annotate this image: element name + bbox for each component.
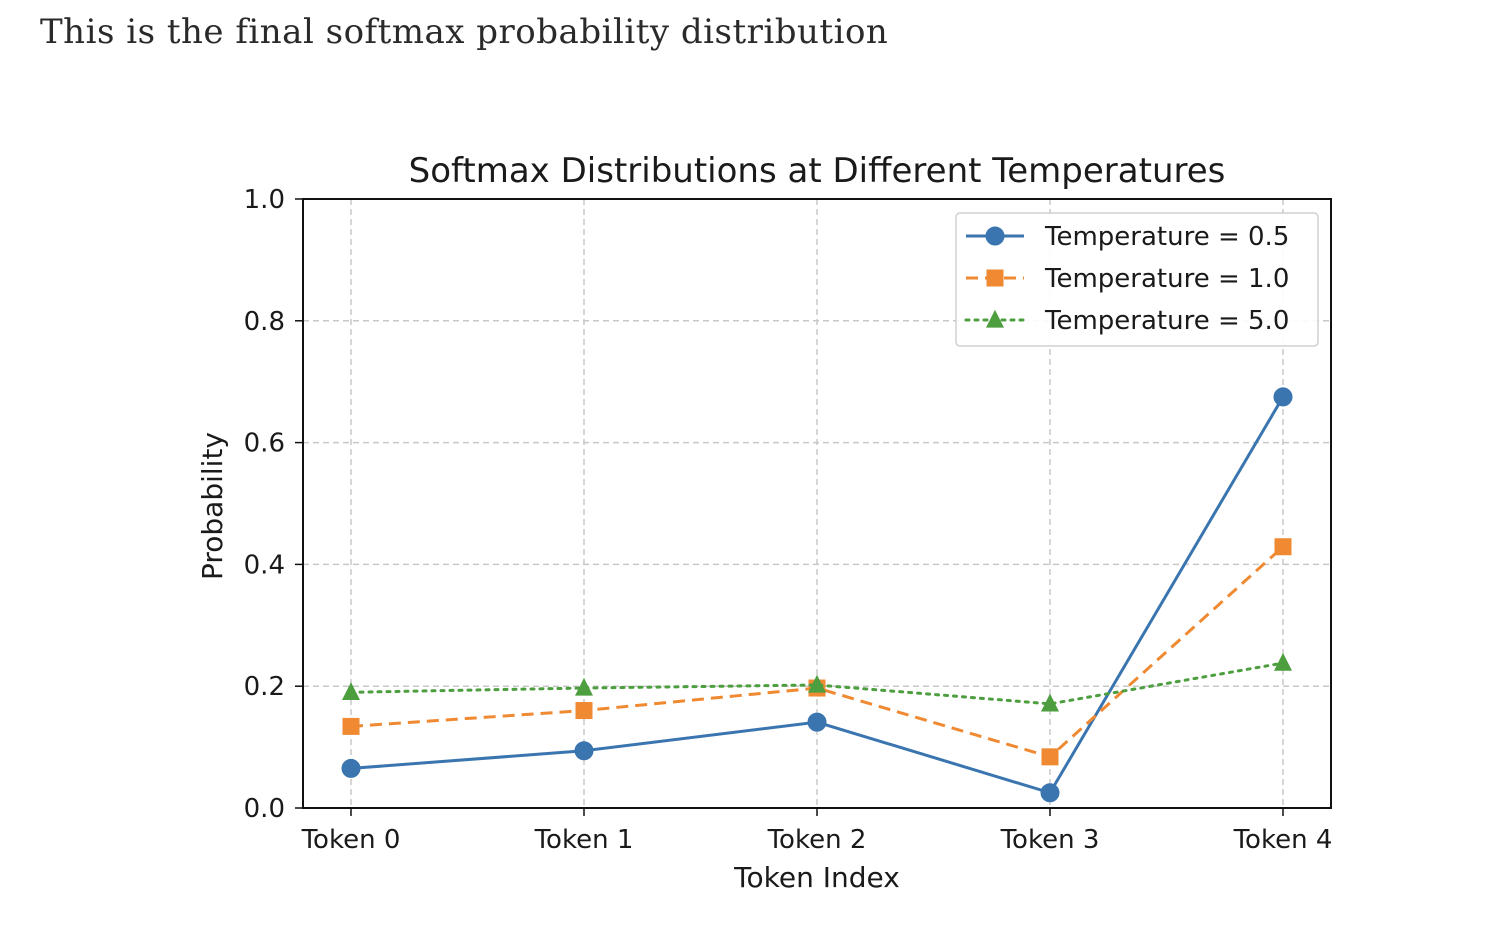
- legend-entry-1: Temperature = 1.0: [966, 264, 1289, 294]
- x-axis-label: Token Index: [733, 861, 900, 894]
- x-tick-label: Token 2: [767, 825, 867, 855]
- data-point-series2-2: [808, 674, 826, 693]
- legend-entry-0: Temperature = 0.5: [966, 222, 1289, 252]
- y-tick-label: 0.8: [244, 307, 285, 337]
- data-point-series1-0: [342, 717, 360, 735]
- x-tick-label: Token 1: [534, 825, 634, 855]
- y-tick-label: 1.0: [244, 185, 285, 215]
- page-caption: This is the final softmax probability di…: [40, 12, 889, 52]
- data-point-series1-1: [575, 702, 593, 720]
- legend-marker-2: [986, 309, 1004, 328]
- legend-marker-1: [986, 269, 1004, 287]
- legend-marker-0: [985, 226, 1005, 246]
- y-tick-label: 0.6: [244, 429, 285, 459]
- y-tick-label: 0.4: [244, 550, 285, 580]
- legend-box: [955, 212, 1319, 347]
- legend-label: Temperature = 0.5: [1044, 222, 1289, 252]
- x-tick-label: Token 0: [301, 825, 401, 855]
- y-tick-label: 0.2: [244, 672, 285, 702]
- chart-title: Softmax Distributions at Different Tempe…: [409, 151, 1226, 191]
- legend-label: Temperature = 1.0: [1044, 264, 1289, 294]
- data-point-series0-3: [1040, 783, 1060, 803]
- data-point-series1-3: [1041, 748, 1059, 766]
- x-tick-label: Token 3: [1000, 825, 1100, 855]
- x-tick-label: Token 4: [1233, 825, 1333, 855]
- series-line-2: [349, 661, 1285, 706]
- data-point-series2-0: [342, 682, 360, 700]
- data-point-series0-4: [1273, 387, 1293, 407]
- series-2: [342, 652, 1292, 712]
- series-layer: [341, 387, 1293, 803]
- data-point-series1-4: [1274, 538, 1292, 556]
- legend: Temperature = 0.5 Temperature = 1.0 Temper…: [955, 212, 1319, 347]
- ticks-layer: 0.0 0.2 0.4 0.6 0.8 1.0 Token 0 Token 1 Token 2 T…: [244, 185, 1333, 855]
- data-point-series2-3: [1041, 693, 1059, 712]
- y-tick-label: 0.0: [244, 794, 285, 824]
- legend-label: Temperature = 5.0: [1044, 306, 1289, 336]
- data-point-series2-4: [1274, 652, 1292, 671]
- data-point-series0-2: [807, 712, 827, 732]
- data-point-series0-0: [341, 758, 361, 778]
- legend-entry-2: Temperature = 5.0: [964, 306, 1289, 336]
- series-0: [341, 387, 1293, 803]
- data-point-series0-1: [574, 741, 594, 761]
- y-axis-label: Probability: [196, 432, 229, 580]
- data-point-series2-1: [575, 677, 593, 696]
